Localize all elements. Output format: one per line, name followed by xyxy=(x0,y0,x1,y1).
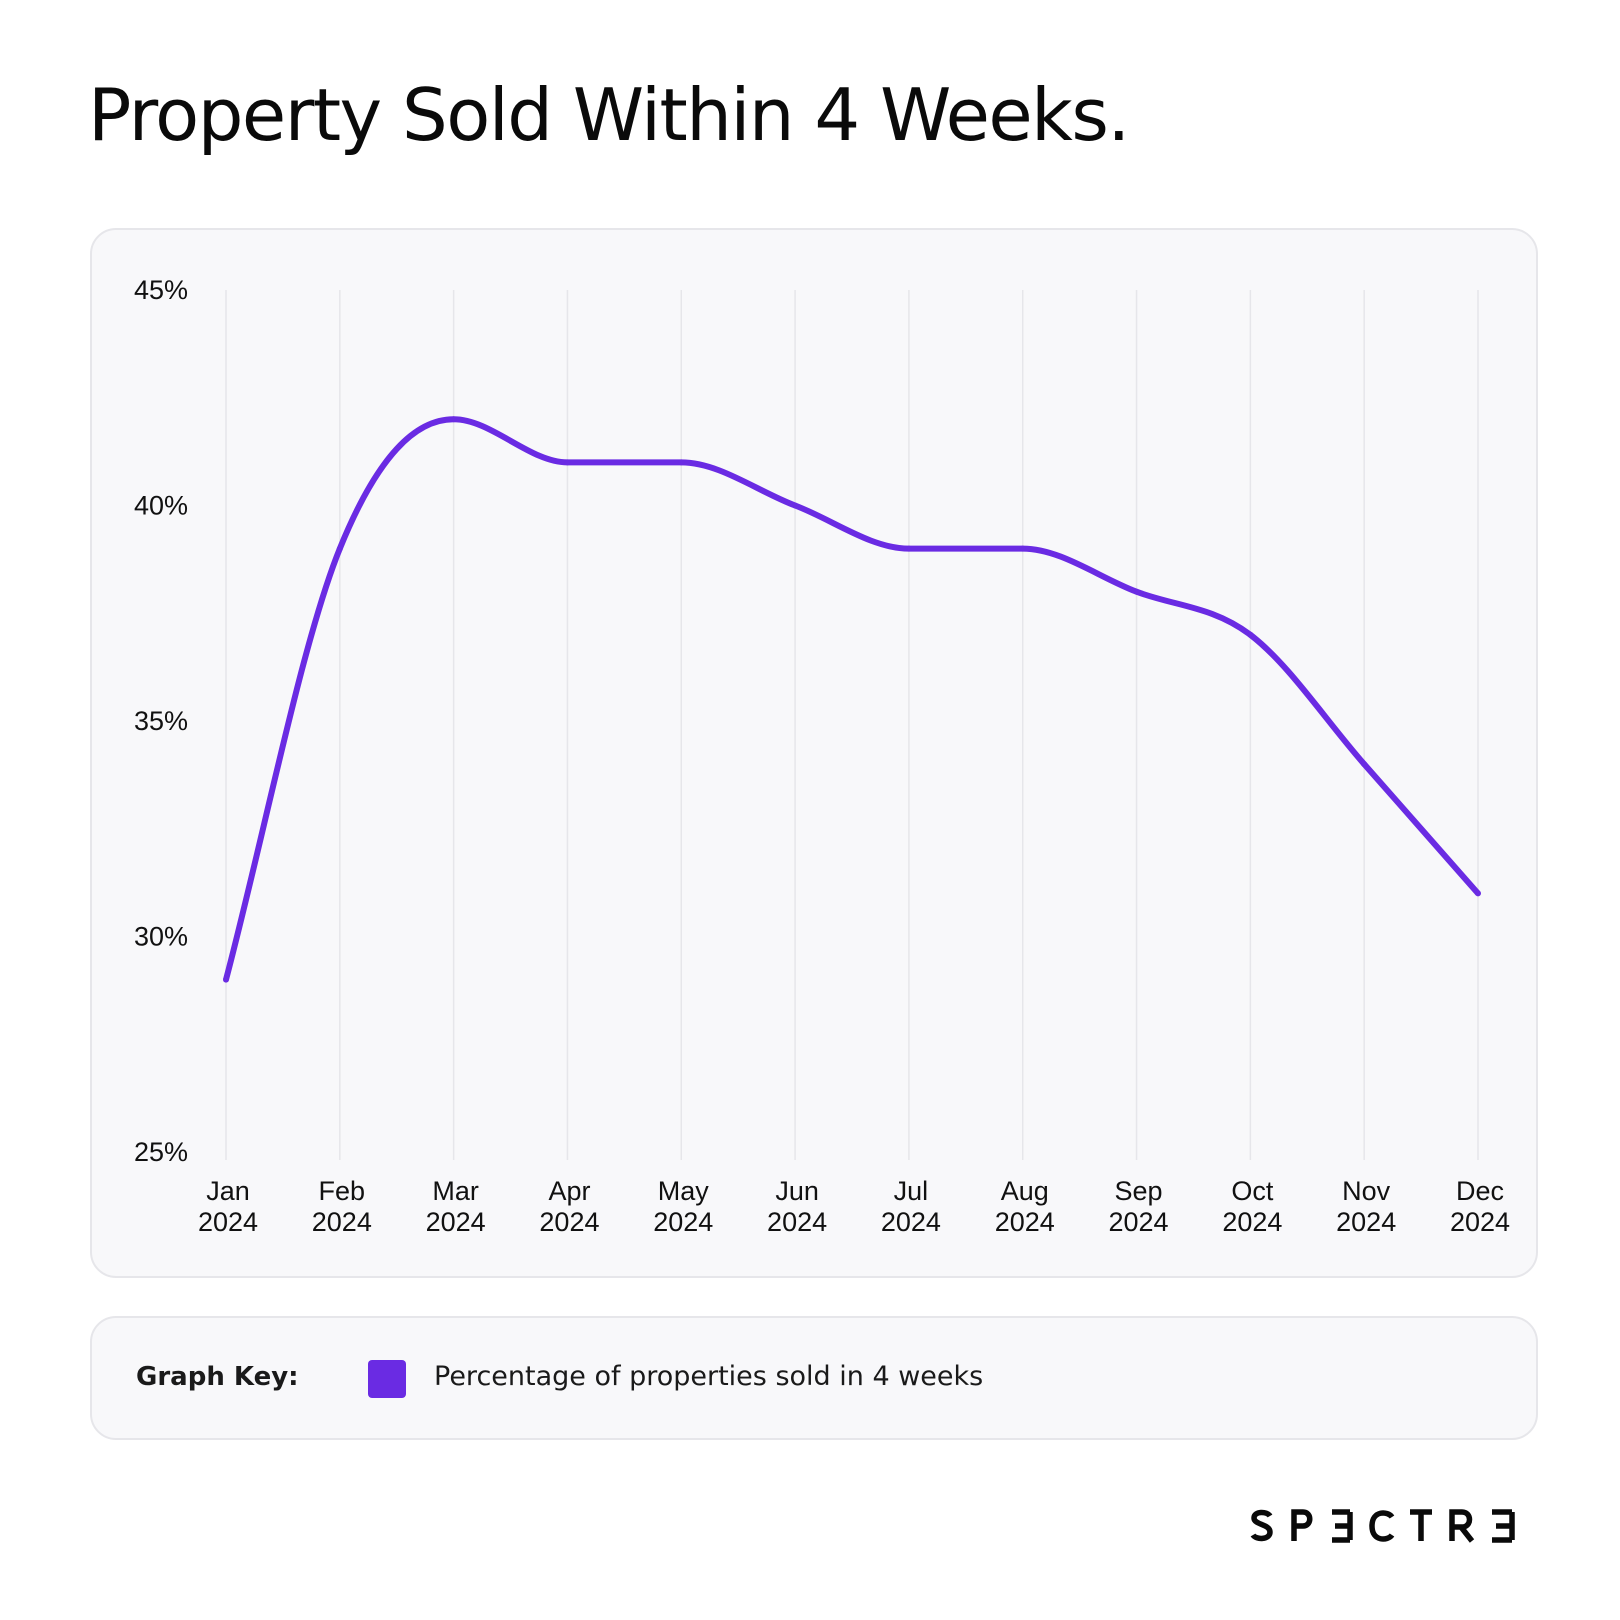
data-point xyxy=(223,976,229,983)
y-tick-label: 45% xyxy=(134,275,188,305)
x-tick-label-month: Nov xyxy=(1342,1176,1391,1206)
x-tick-label-year: 2024 xyxy=(1222,1207,1282,1237)
data-point xyxy=(1361,761,1368,768)
x-tick-label-year: 2024 xyxy=(198,1207,258,1237)
x-tick-label-month: Apr xyxy=(548,1176,590,1206)
x-axis-ticks: Jan2024Feb2024Mar2024Apr2024May2024Jun20… xyxy=(198,1176,1510,1237)
x-tick-label-month: Jul xyxy=(894,1176,929,1206)
data-point xyxy=(564,459,571,466)
x-tick-label-month: May xyxy=(658,1176,710,1206)
data-point xyxy=(336,545,343,552)
y-tick-label: 30% xyxy=(134,922,188,952)
x-tick-label-month: Dec xyxy=(1456,1176,1504,1206)
series-layer xyxy=(223,416,1481,983)
x-tick-label-month: Oct xyxy=(1231,1176,1274,1206)
x-tick-label-month: Aug xyxy=(1001,1176,1049,1206)
data-point xyxy=(1247,631,1254,638)
y-tick-label: 25% xyxy=(134,1137,188,1167)
x-tick-label-month: Jan xyxy=(206,1176,250,1206)
x-tick-label-month: Sep xyxy=(1115,1176,1163,1206)
data-point xyxy=(1019,545,1026,552)
line-chart: 25%30%35%40%45% Jan2024Feb2024Mar2024Apr… xyxy=(134,275,1510,1237)
data-point xyxy=(678,459,685,466)
graph-key-heading: Graph Key: xyxy=(136,1362,299,1392)
legend-swatch xyxy=(368,1360,406,1398)
data-point xyxy=(1133,588,1140,595)
data-point xyxy=(905,545,912,552)
data-point xyxy=(1475,890,1481,897)
graph-key: Graph Key: Percentage of properties sold… xyxy=(90,1316,1538,1440)
x-tick-label-year: 2024 xyxy=(881,1207,941,1237)
x-tick-label-month: Jun xyxy=(775,1176,819,1206)
y-tick-label: 40% xyxy=(134,491,188,521)
x-tick-label-year: 2024 xyxy=(1336,1207,1396,1237)
x-tick-label-year: 2024 xyxy=(426,1207,486,1237)
x-tick-label-year: 2024 xyxy=(995,1207,1055,1237)
data-point xyxy=(450,416,457,423)
legend-label: Percentage of properties sold in 4 weeks xyxy=(434,1361,984,1392)
x-tick-label-year: 2024 xyxy=(1109,1207,1169,1237)
data-point xyxy=(792,502,799,509)
x-tick-label-year: 2024 xyxy=(312,1207,372,1237)
page-title: Property Sold Within 4 Weeks. xyxy=(88,73,1130,157)
x-tick-label-year: 2024 xyxy=(1450,1207,1510,1237)
y-tick-label: 35% xyxy=(134,706,188,736)
x-tick-label-month: Feb xyxy=(319,1176,366,1206)
chart-panel: 25% 30% 35% 40% 45% Jan 2024 Feb 2024 Mar 2024 Apr… xyxy=(90,228,1538,1278)
y-axis-ticks: 25% 30% 35% 40% 45% xyxy=(134,275,188,1167)
x-tick-label-month: Mar xyxy=(432,1176,479,1206)
gridlines xyxy=(225,290,1479,1160)
x-tick-label-year: 2024 xyxy=(767,1207,827,1237)
x-tick-label-year: 2024 xyxy=(539,1207,599,1237)
x-tick-label-year: 2024 xyxy=(653,1207,713,1237)
spectre-logo xyxy=(1250,1509,1515,1543)
series-line xyxy=(223,416,1481,981)
